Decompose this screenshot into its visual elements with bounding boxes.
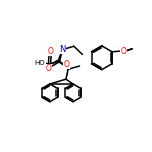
- Text: HO: HO: [35, 60, 45, 66]
- Text: O: O: [47, 47, 53, 56]
- Text: O: O: [121, 47, 126, 56]
- Text: O: O: [64, 60, 70, 69]
- Text: O: O: [46, 64, 52, 73]
- Text: N: N: [59, 45, 66, 54]
